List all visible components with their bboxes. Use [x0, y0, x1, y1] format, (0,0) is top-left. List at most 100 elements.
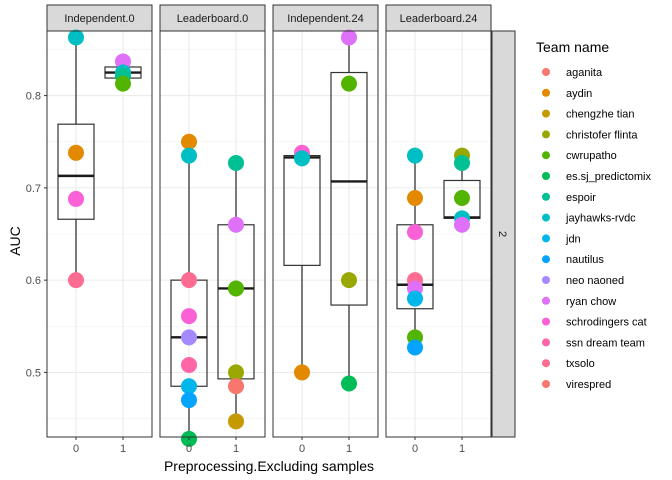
row-strip-box — [491, 30, 516, 438]
data-point — [228, 378, 244, 395]
data-point — [181, 133, 197, 150]
facet-panel: Leaderboard.0 0 1 — [159, 4, 266, 455]
legend-item: schrodingers cat — [542, 317, 647, 329]
legend-key — [542, 359, 550, 368]
legend-item: txsolo — [542, 358, 595, 370]
legend-label: txsolo — [566, 358, 595, 370]
data-point — [115, 75, 131, 92]
legend-label: neo naoned — [566, 275, 624, 287]
data-point — [228, 364, 244, 381]
data-point — [115, 53, 131, 70]
legend-key — [542, 338, 550, 347]
facet-panel: Independent.24 0 1 — [272, 4, 379, 455]
legend-key — [542, 68, 550, 76]
y-tick-label: 0.8 — [26, 91, 41, 103]
legend-item: neo naoned — [542, 275, 624, 287]
data-point — [181, 147, 197, 164]
facet-strip-label: Independent.0 — [64, 13, 134, 25]
data-point — [68, 144, 84, 161]
legend-item: christofer flinta — [542, 129, 638, 141]
data-point — [294, 364, 310, 381]
legend-label: virespred — [566, 379, 611, 391]
y-tick-label: 0.7 — [26, 183, 41, 195]
data-point — [228, 413, 244, 430]
legend-key — [542, 130, 550, 139]
legend-item: aganita — [542, 67, 603, 79]
legend-key — [542, 255, 550, 264]
data-point — [454, 190, 470, 207]
data-point — [181, 272, 197, 289]
data-point — [407, 290, 423, 307]
legend-label: christofer flinta — [566, 129, 638, 141]
data-point — [407, 339, 423, 356]
legend-label: jayhawks-rvdc — [565, 213, 636, 225]
x-tick-label: 1 — [120, 443, 126, 455]
facet-strip-label: Leaderboard.24 — [400, 13, 478, 25]
y-axis-title: AUC — [7, 226, 23, 256]
legend-key — [542, 296, 550, 305]
facet-strip-label: Leaderboard.0 — [177, 13, 249, 25]
facet-strip-label: Independent.24 — [287, 13, 363, 25]
legend-item: chengzhe tian — [542, 109, 635, 121]
legend-label: aydin — [566, 88, 592, 100]
data-point — [181, 378, 197, 395]
facet-strip — [159, 4, 266, 32]
data-point — [341, 375, 357, 392]
data-point — [228, 216, 244, 233]
legend-label: ryan chow — [566, 296, 616, 308]
data-point — [341, 75, 357, 92]
legend-label: cwrupatho — [566, 150, 617, 162]
legend-label: nautilus — [566, 254, 604, 266]
data-point — [181, 357, 197, 374]
x-tick-label: 1 — [233, 443, 239, 455]
legend-item: ssn dream team — [542, 337, 645, 349]
x-tick-label: 0 — [299, 443, 305, 455]
data-point — [228, 154, 244, 171]
legend-item: ryan chow — [542, 296, 616, 308]
legend-key — [542, 172, 550, 180]
legend-key — [542, 109, 550, 118]
legend-key — [542, 276, 550, 284]
data-point — [407, 190, 423, 207]
data-point — [181, 308, 197, 325]
data-point — [228, 280, 244, 297]
data-point — [181, 329, 197, 346]
data-point — [341, 272, 357, 289]
legend-item: es.sj_predictomix — [542, 171, 651, 183]
facet-strip — [272, 4, 379, 32]
legend-key — [542, 192, 550, 201]
legend-key — [542, 317, 550, 326]
data-point — [407, 224, 423, 241]
x-tick-label: 0 — [186, 443, 192, 455]
legend-key — [542, 234, 550, 243]
data-point — [454, 216, 470, 233]
data-point — [68, 190, 84, 207]
facet-panel: Leaderboard.24 0 1 — [385, 4, 492, 455]
x-tick-label: 1 — [346, 443, 352, 455]
panel-border — [385, 30, 492, 438]
row-strip-label: 2 — [496, 231, 508, 237]
box-iqr — [57, 123, 95, 220]
row-strip: 2 — [491, 30, 516, 438]
legend-key — [542, 88, 550, 97]
legend-label: ssn dream team — [566, 337, 645, 349]
legend-label: es.sj_predictomix — [566, 171, 651, 183]
legend-item: espoir — [542, 192, 596, 204]
legend-key — [542, 380, 550, 388]
legend-label: chengzhe tian — [566, 109, 635, 121]
box-iqr — [330, 71, 368, 306]
facet-strip — [46, 4, 153, 32]
facet-strip — [385, 4, 492, 32]
panel-border — [46, 30, 153, 438]
legend-item: jdn — [542, 233, 581, 245]
x-axis-title: Preprocessing.Excluding samples — [164, 458, 374, 474]
legend-item: virespred — [542, 379, 611, 391]
legend-item: aydin — [542, 88, 592, 100]
legend-label: jdn — [565, 233, 581, 245]
data-point — [294, 150, 310, 167]
facet-panel: Independent.0 0 1 — [46, 4, 153, 455]
y-tick-label: 0.6 — [26, 275, 41, 287]
data-point — [341, 29, 357, 46]
legend-item: nautilus — [542, 254, 604, 266]
